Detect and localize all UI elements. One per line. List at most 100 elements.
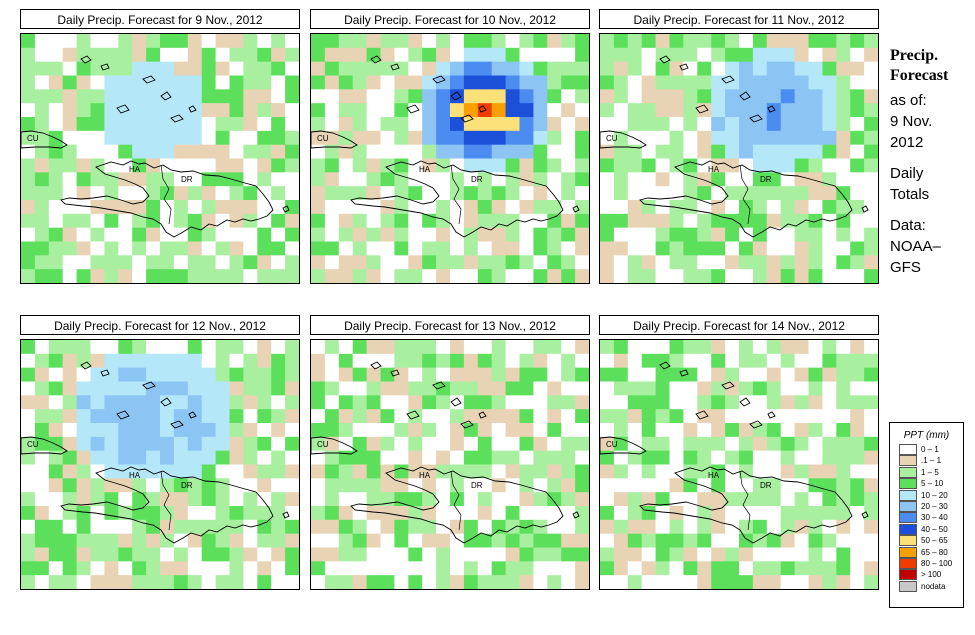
precip-cell <box>505 117 521 132</box>
precip-cell <box>271 117 286 132</box>
precip-cell <box>285 172 299 187</box>
precip-cell <box>34 409 50 424</box>
precip-cell <box>229 255 244 270</box>
precip-cell <box>201 103 217 118</box>
precip-cell <box>575 450 589 466</box>
precip-cell <box>257 353 272 369</box>
precip-cell <box>215 213 231 229</box>
precip-cell <box>752 575 768 589</box>
coastline <box>370 361 382 370</box>
precip-cell <box>519 158 534 173</box>
precip-cell <box>118 200 133 215</box>
precip-cell <box>48 533 64 549</box>
precip-cell <box>76 450 92 466</box>
precip-cell <box>408 423 423 438</box>
precip-cell <box>215 395 231 410</box>
precip-cell <box>187 241 203 256</box>
precip-cell <box>34 478 50 493</box>
precip-cell <box>285 89 299 104</box>
coastline <box>478 105 487 113</box>
precip-cell <box>338 353 354 369</box>
precip-cell <box>436 269 451 283</box>
precip-cell <box>864 547 878 562</box>
precip-cell <box>463 61 479 77</box>
precip-cell <box>324 423 340 438</box>
precip-cell <box>118 547 133 562</box>
precip-cell <box>450 186 465 201</box>
precip-cell <box>836 506 851 521</box>
precip-cell <box>118 103 133 118</box>
precip-cell <box>725 506 740 521</box>
precip-cell <box>766 200 782 215</box>
precip-cell <box>561 381 576 396</box>
precip-cell <box>257 47 272 63</box>
precip-cell <box>311 409 326 424</box>
precip-cell <box>380 423 395 438</box>
precip-cell <box>752 172 768 187</box>
precip-cell <box>519 561 534 576</box>
precip-cell <box>173 241 189 256</box>
precip-cell <box>850 158 865 173</box>
precip-cell <box>725 353 740 369</box>
precip-cell <box>201 47 217 63</box>
precip-cell <box>408 436 423 452</box>
precip-cell <box>697 492 712 507</box>
precip-cell <box>505 519 521 535</box>
precip-cell <box>739 450 754 466</box>
precip-cell <box>215 89 231 104</box>
precip-cell <box>436 117 451 132</box>
precip-cell <box>324 506 340 521</box>
precip-cell <box>655 450 671 466</box>
precip-cell <box>132 103 147 118</box>
precip-cell <box>794 367 810 383</box>
precip-cell <box>76 367 92 383</box>
precip-cell <box>575 506 589 521</box>
precip-cell <box>766 353 782 369</box>
precip-cell <box>48 172 64 187</box>
precip-cell <box>285 381 299 396</box>
precip-cell <box>533 144 548 160</box>
precip-cell <box>146 186 161 201</box>
legend-item: 1 – 5 <box>890 466 963 478</box>
precip-cell <box>808 117 823 132</box>
precip-cell <box>76 255 92 270</box>
precip-cell <box>271 575 286 589</box>
precip-cell <box>519 506 534 521</box>
precip-cell <box>836 575 851 589</box>
precip-cell <box>324 547 340 562</box>
precip-cell <box>215 200 231 215</box>
precip-cell <box>669 464 684 479</box>
precip-cell <box>864 575 878 589</box>
precip-cell <box>808 533 823 549</box>
precip-cell <box>422 200 437 215</box>
precip-cell <box>187 144 203 160</box>
precip-cell <box>864 200 878 215</box>
precip-cell <box>836 423 851 438</box>
precip-cell <box>352 186 368 201</box>
precip-cell <box>547 103 562 118</box>
precip-cell <box>450 409 465 424</box>
precip-cell <box>215 519 231 535</box>
precip-cell <box>766 47 782 63</box>
precip-cell <box>794 61 810 77</box>
precip-cell <box>822 61 837 77</box>
precip-cell <box>780 547 796 562</box>
precip-cell <box>836 103 851 118</box>
precip-cell <box>394 200 409 215</box>
precip-cell <box>21 241 36 256</box>
precip-cell <box>683 172 698 187</box>
precip-cell <box>600 241 615 256</box>
precip-cell <box>366 186 382 201</box>
precip-cell <box>627 103 643 118</box>
precip-cell <box>505 227 521 243</box>
precip-cell <box>613 144 629 160</box>
precip-cell <box>613 409 629 424</box>
precip-cell <box>436 519 451 535</box>
precip-cell <box>711 506 726 521</box>
precip-cell <box>201 464 217 479</box>
precip-cell <box>394 450 409 466</box>
precip-cell <box>655 158 671 173</box>
precip-cell <box>160 172 175 187</box>
precip-cell <box>324 103 340 118</box>
precip-cell <box>366 561 382 576</box>
